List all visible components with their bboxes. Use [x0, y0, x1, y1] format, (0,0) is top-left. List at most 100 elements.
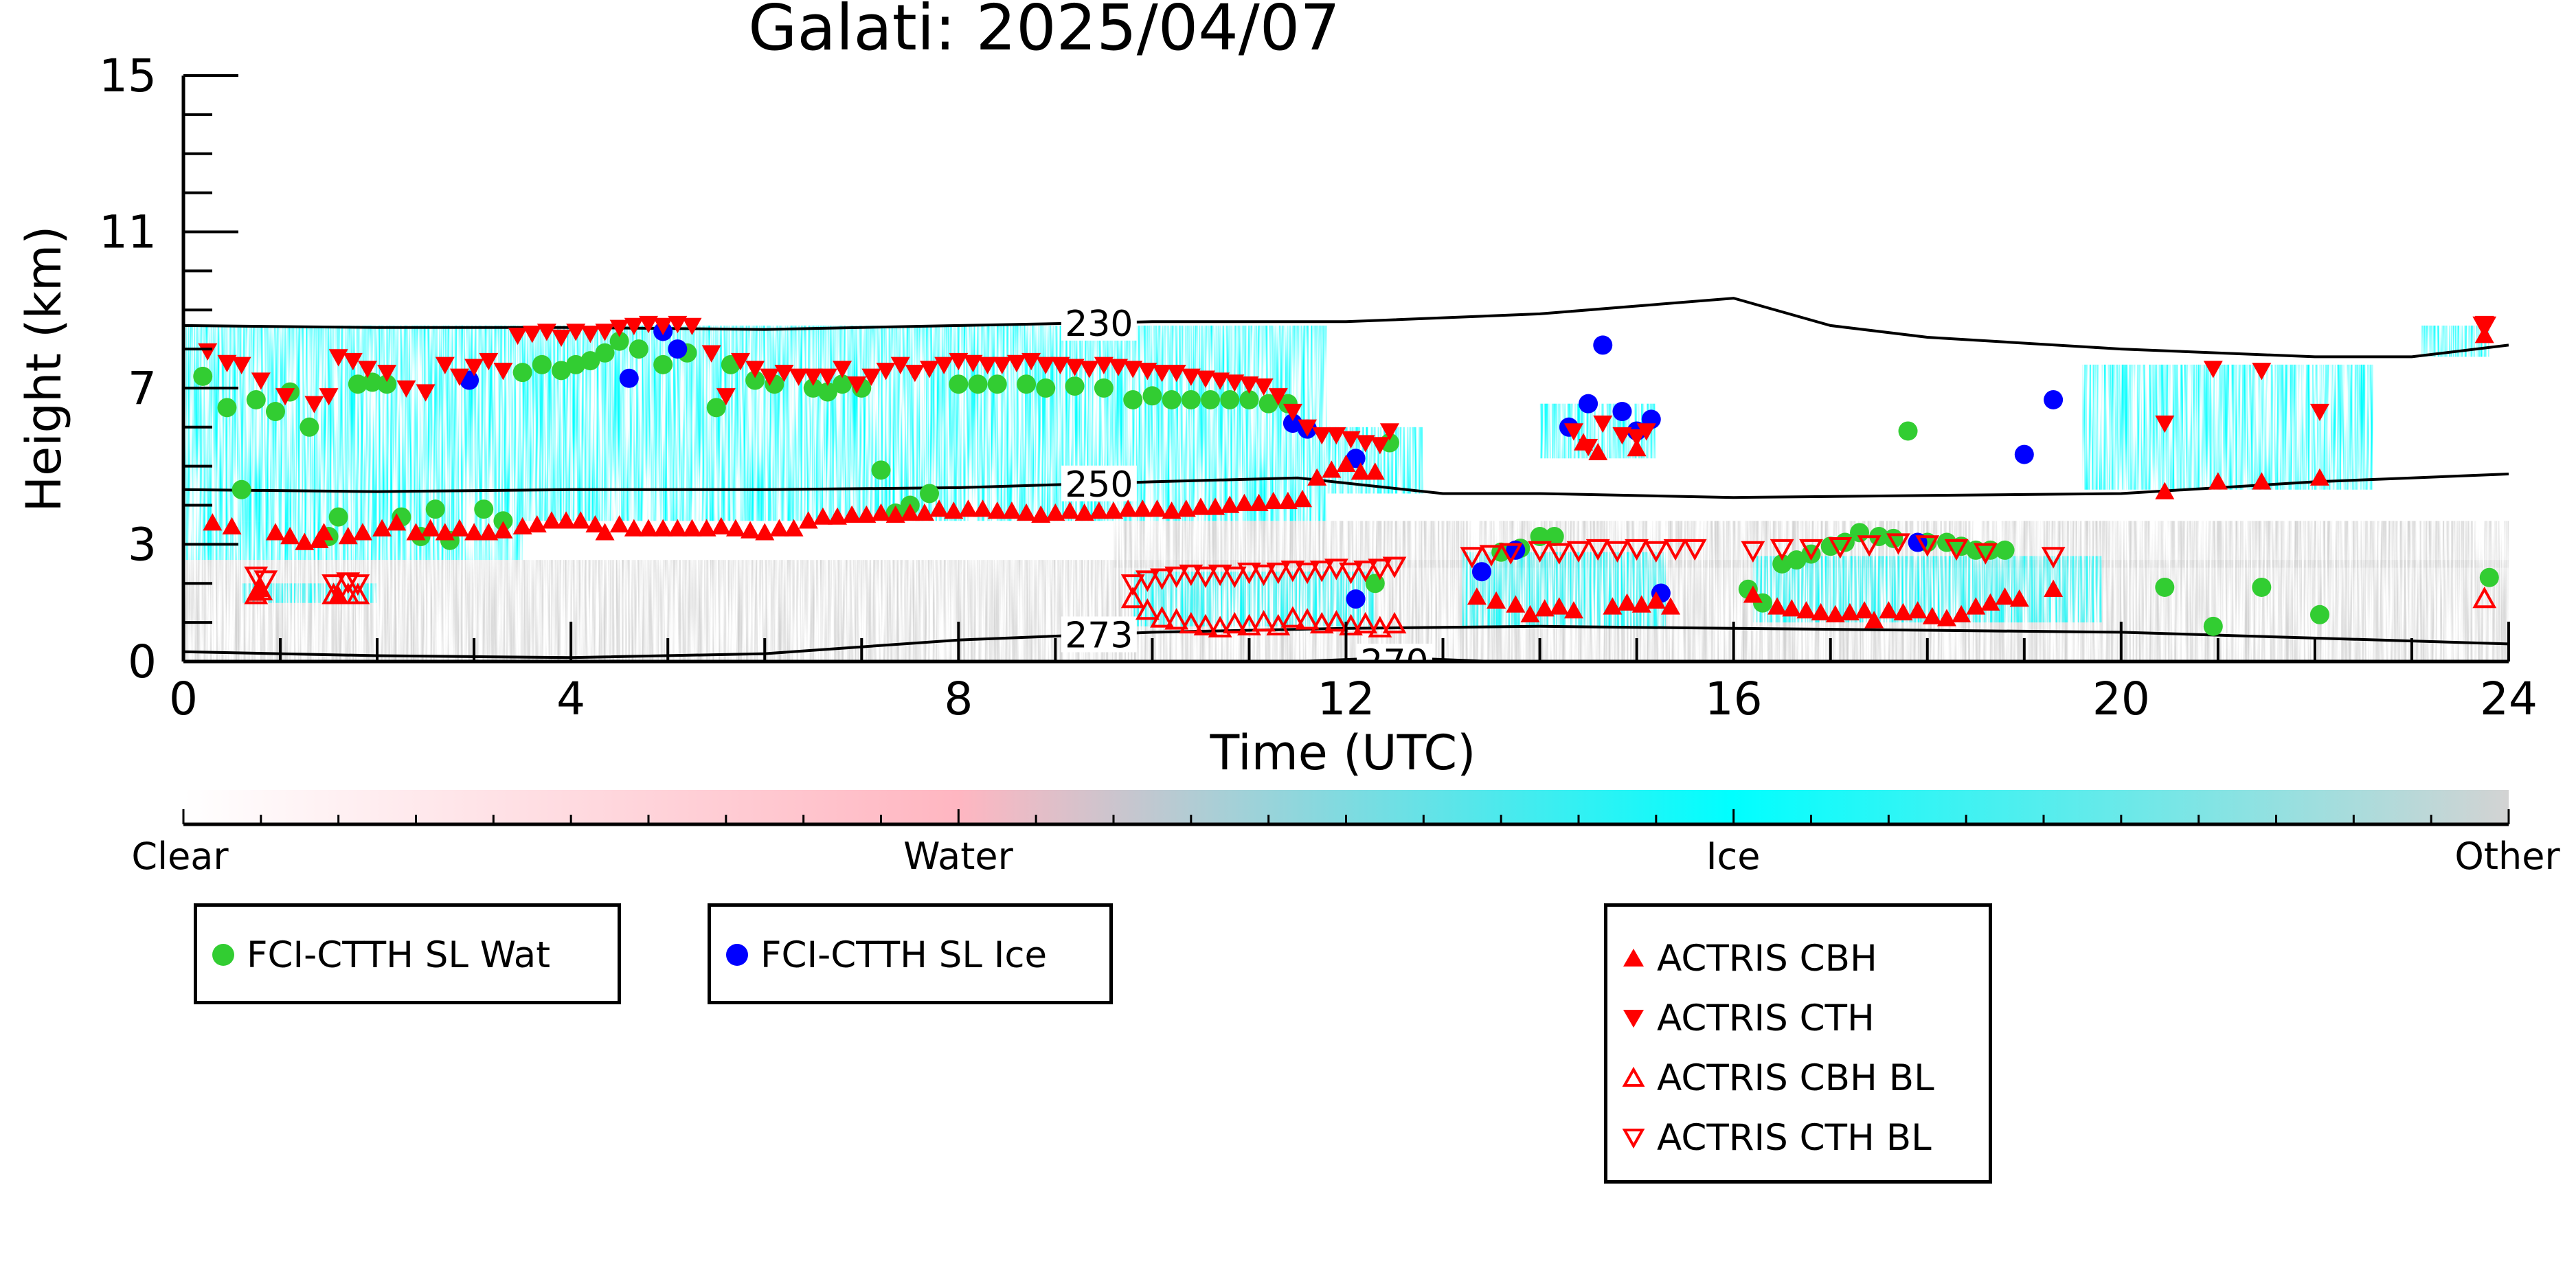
blue-circle-icon: [726, 944, 748, 966]
point-actris-cbh: [1603, 597, 1623, 615]
isotherm-label-bg-250: [1061, 465, 1137, 501]
point-actris-cth: [817, 368, 837, 386]
point-fci-ctth-sl-wat: [833, 374, 852, 394]
point-actris-cbh: [1922, 607, 1942, 624]
point-fci-ctth-sl-wat: [231, 479, 251, 499]
point-actris-cth-bl: [1460, 547, 1484, 569]
point-fci-ctth-sl-wat: [1017, 374, 1037, 394]
point-actris-cbh: [2009, 589, 2029, 607]
point-actris-cth: [1050, 357, 1070, 374]
point-actris-cbh: [203, 513, 223, 531]
point-fci-ctth-sl-wat: [1898, 421, 1918, 441]
point-actris-cth: [217, 354, 237, 372]
point-actris-cth-bl: [1295, 563, 1320, 585]
point-actris-cbh-bl: [1280, 606, 1305, 628]
point-actris-cbh: [1104, 501, 1123, 519]
point-actris-cbh: [798, 511, 818, 529]
point-fci-ctth-sl-wat: [493, 511, 513, 531]
point-actris-cth-bl: [1944, 539, 1969, 561]
point-actris-cth: [876, 363, 896, 381]
point-actris-cth-bl: [1585, 539, 1610, 561]
point-actris-cbh: [1365, 462, 1385, 480]
point-actris-cth: [949, 352, 969, 371]
point-actris-cth: [1612, 427, 1632, 445]
point-actris-cth: [1195, 370, 1215, 388]
point-fci-ctth-sl-ice: [1579, 394, 1598, 414]
point-fci-ctth-sl-wat: [300, 417, 319, 437]
isotherm-label-270: 270: [1360, 642, 1428, 683]
point-actris-cth: [609, 319, 629, 337]
point-actris-cth: [1152, 364, 1172, 383]
x-tick-label: 8: [944, 673, 973, 725]
point-actris-cth: [508, 327, 528, 346]
point-actris-cth: [1593, 415, 1613, 433]
phase-region-ice: [2082, 364, 2373, 490]
point-actris-cth-bl: [1368, 558, 1392, 580]
point-fci-ctth-sl-wat: [2203, 616, 2223, 636]
point-fci-ctth-sl-wat: [217, 398, 237, 418]
point-actris-cth: [198, 343, 218, 361]
point-actris-cth-bl: [1339, 563, 1363, 585]
point-actris-cbh-bl: [1309, 611, 1334, 634]
point-actris-cbh: [653, 519, 673, 536]
series-actris-cbh: [203, 326, 2494, 629]
point-actris-cth: [2155, 415, 2175, 433]
point-actris-cbh: [2155, 482, 2175, 499]
point-actris-cbh: [944, 501, 964, 519]
point-actris-cbh-bl: [1368, 615, 1392, 637]
point-actris-cth-bl: [1566, 541, 1591, 563]
point-actris-cbh: [784, 519, 804, 536]
point-actris-cth: [963, 354, 983, 372]
point-fci-ctth-sl-wat: [552, 361, 572, 381]
point-fci-ctth-sl-wat: [1258, 394, 1278, 414]
point-actris-cth-bl: [1605, 541, 1629, 563]
point-actris-cbh: [2252, 472, 2272, 490]
point-actris-cbh: [639, 519, 658, 536]
point-actris-cbh: [1535, 599, 1555, 617]
point-fci-ctth-sl-wat: [803, 378, 823, 398]
point-actris-cth: [1636, 423, 1656, 441]
point-actris-cth: [653, 317, 673, 335]
point-fci-ctth-sl-wat: [1142, 386, 1162, 406]
colorbar-label-water: Water: [903, 835, 1013, 878]
point-actris-cbh: [265, 523, 285, 541]
point-actris-cbh: [1133, 499, 1153, 517]
point-actris-cbh: [1263, 491, 1283, 510]
point-actris-cth: [328, 349, 348, 367]
point-actris-cth-bl: [1498, 543, 1523, 565]
point-fci-ctth-sl-wat: [706, 398, 726, 418]
point-actris-cth-bl: [2472, 316, 2497, 339]
point-actris-cbh: [1840, 602, 1860, 621]
point-actris-cth-bl: [1164, 566, 1189, 589]
point-actris-cth: [1254, 378, 1274, 396]
point-actris-cbh: [527, 515, 547, 533]
point-actris-cth: [701, 345, 721, 363]
axes: 0 4 8 12 16 20 24 0 3 7 11 15: [99, 49, 2538, 725]
point-actris-cth-bl: [1828, 537, 1853, 559]
point-actris-cbh: [697, 519, 716, 536]
point-actris-cth: [580, 326, 600, 343]
legend-actris: ACTRIS CBH ACTRIS CTH ACTRIS CBH BL ACTR…: [1604, 903, 1992, 1184]
point-actris-cbh: [668, 519, 688, 536]
y-tick-label: 15: [99, 49, 157, 102]
point-fci-ctth-sl-wat: [1239, 389, 1259, 409]
series-actris-cbh-bl: [244, 578, 2497, 637]
point-actris-cbh: [595, 523, 615, 541]
point-fci-ctth-sl-wat: [425, 499, 445, 519]
point-actris-cth: [1079, 361, 1099, 379]
point-actris-cbh-bl: [1164, 608, 1189, 630]
point-fci-ctth-sl-ice: [1593, 335, 1613, 355]
point-actris-cbh: [1074, 503, 1094, 521]
point-actris-cbh: [1936, 609, 1956, 626]
point-actris-cth-bl: [1280, 561, 1305, 583]
point-actris-cth: [668, 315, 688, 334]
y-tick-label: 7: [128, 362, 157, 415]
x-axis-label: Time (UTC): [1210, 725, 1476, 781]
point-fci-ctth-sl-wat: [348, 374, 368, 394]
point-actris-cbh: [1046, 503, 1065, 521]
series-actris-cth: [198, 315, 2494, 457]
point-actris-cth: [416, 384, 436, 402]
point-actris-cbh: [1307, 468, 1327, 486]
point-actris-cth: [1370, 437, 1390, 455]
point-actris-cth: [920, 361, 940, 379]
